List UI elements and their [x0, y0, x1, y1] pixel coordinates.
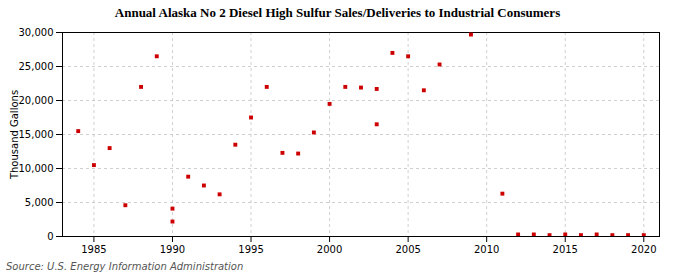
svg-text:0: 0 — [47, 231, 53, 242]
svg-text:5,000: 5,000 — [25, 197, 54, 208]
svg-text:2020: 2020 — [631, 244, 656, 255]
svg-text:10,000: 10,000 — [19, 163, 54, 174]
svg-text:25,000: 25,000 — [19, 61, 54, 72]
svg-text:30,000: 30,000 — [19, 27, 54, 38]
svg-text:1985: 1985 — [81, 244, 106, 255]
svg-text:20,000: 20,000 — [19, 95, 54, 106]
html-text:Annual Alaska No 2 Diesel High: Annual Alaska No 2 Diesel High Sulfur Sa… — [114, 5, 561, 20]
svg-text:15,000: 15,000 — [19, 129, 54, 140]
svg-text:2005: 2005 — [395, 244, 420, 255]
svg-text:2000: 2000 — [317, 244, 342, 255]
svg-text:1995: 1995 — [238, 244, 263, 255]
html-text:Source: U.S. Energy Informatio: Source: U.S. Energy Information Administ… — [6, 261, 244, 272]
svg-text:1990: 1990 — [160, 244, 185, 255]
svg-text:Thousand Gallons: Thousand Gallons — [9, 90, 20, 180]
svg-text:2015: 2015 — [553, 244, 578, 255]
svg-text:2010: 2010 — [474, 244, 499, 255]
